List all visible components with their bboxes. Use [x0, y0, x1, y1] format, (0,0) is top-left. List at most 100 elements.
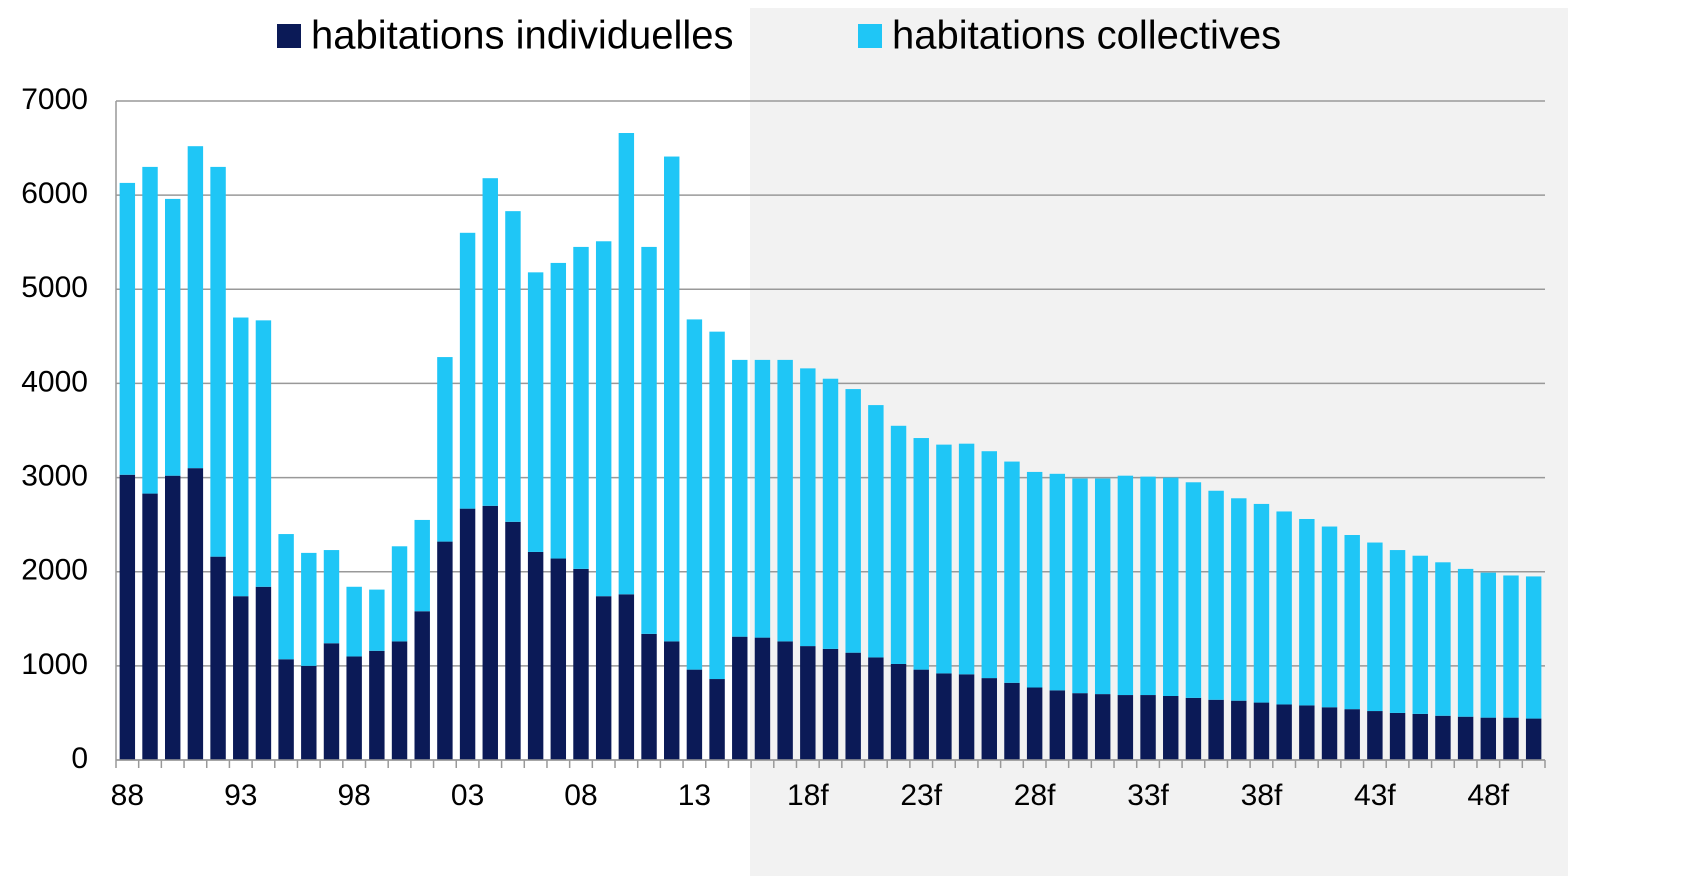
bar-segment [595, 596, 612, 760]
bar-segment [1480, 717, 1497, 760]
bar-segment [664, 156, 680, 642]
bar-segment [1072, 478, 1088, 694]
x-tick-label: 38f [1241, 779, 1283, 812]
y-tick-label: 2000 [21, 554, 88, 587]
forecast-shading [750, 8, 1568, 876]
bar-segment [301, 552, 317, 666]
bar-segment [1525, 718, 1542, 760]
y-tick-label: 5000 [21, 271, 88, 304]
bar-segment [119, 474, 136, 760]
bar-segment [709, 679, 725, 760]
bar-segment [505, 521, 521, 760]
x-tick-label: 43f [1354, 779, 1396, 812]
bar-segment [1344, 534, 1360, 710]
bar-segment [346, 586, 362, 657]
bar-segment [868, 405, 884, 658]
bar-segment [1117, 695, 1134, 760]
bar-segment [1185, 697, 1202, 760]
bar-segment [301, 665, 317, 760]
bar-segment [641, 633, 657, 760]
x-tick-label: 93 [224, 779, 257, 812]
bar-segment [845, 652, 861, 760]
bar-segment [573, 568, 589, 760]
bar-segment [1276, 704, 1292, 760]
bar-segment [505, 211, 521, 522]
bar-segment [482, 178, 498, 506]
bar-segment [233, 596, 249, 760]
bar-segment [732, 636, 748, 760]
bar-segment [437, 541, 453, 760]
bar-segment [1412, 713, 1428, 760]
bar-segment [1321, 526, 1338, 708]
bar-segment [845, 389, 861, 653]
bar-segment [936, 673, 952, 760]
bar-segment [1321, 707, 1338, 760]
bar-segment [119, 182, 136, 475]
bar-segment [1457, 716, 1474, 760]
x-tick-label: 48f [1467, 779, 1509, 812]
bar-segment [822, 378, 839, 649]
bar-segment [142, 493, 158, 760]
bar-segment [958, 443, 975, 675]
y-tick-label: 1000 [21, 648, 88, 681]
bar-segment [1480, 572, 1497, 718]
bar-segment [686, 319, 703, 670]
bar-segment [1094, 694, 1111, 760]
bar-segment [278, 659, 294, 760]
x-tick-label: 98 [337, 779, 370, 812]
bar-segment [414, 519, 430, 612]
legend-swatch [858, 24, 882, 48]
bar-segment [1389, 712, 1406, 760]
bar-segment [414, 611, 430, 760]
bar-segment [1367, 542, 1383, 712]
bar-segment [890, 425, 907, 664]
bar-segment [1344, 709, 1360, 760]
bar-segment [1367, 711, 1383, 760]
bar-segment [1163, 477, 1179, 696]
bar-segment [1094, 478, 1111, 695]
x-tick-label: 08 [564, 779, 597, 812]
bar-segment [1026, 687, 1043, 760]
bar-segment [1435, 562, 1451, 716]
bar-segment [210, 556, 226, 760]
bar-segment [1140, 695, 1156, 760]
bar-segment [527, 551, 544, 760]
bar-segment [822, 648, 839, 760]
bar-segment [800, 368, 816, 647]
bar-segment [1435, 715, 1451, 760]
bar-segment [482, 505, 498, 760]
bar-segment [164, 198, 181, 476]
y-tick-label: 7000 [21, 83, 88, 116]
bar-segment [1049, 473, 1066, 691]
bar-segment [800, 646, 816, 760]
bar-segment [1525, 576, 1542, 719]
bar-segment [1299, 518, 1315, 706]
bar-segment [437, 357, 453, 542]
bar-segment [709, 331, 725, 680]
bar-segment [323, 550, 340, 644]
bar-segment [1412, 555, 1428, 714]
bar-segment [391, 546, 408, 642]
bar-segment [1208, 699, 1224, 760]
x-tick-label: 03 [451, 779, 484, 812]
bar-segment [369, 589, 385, 651]
bar-segment [1004, 682, 1020, 760]
legend-swatch [277, 24, 301, 48]
bar-segment [550, 558, 567, 760]
bar-segment [278, 534, 294, 660]
bar-segment [1231, 498, 1247, 701]
x-tick-label: 88 [111, 779, 144, 812]
bar-segment [664, 641, 680, 760]
x-tick-label: 13 [678, 779, 711, 812]
x-tick-label: 28f [1014, 779, 1056, 812]
bar-segment [1049, 690, 1066, 760]
bar-segment [1231, 700, 1247, 760]
bar-segment [527, 272, 544, 552]
bar-segment [1389, 550, 1406, 713]
bar-segment [1004, 461, 1020, 683]
bar-segment [1253, 503, 1270, 703]
bar-segment [777, 641, 793, 760]
bar-segment [595, 241, 612, 597]
